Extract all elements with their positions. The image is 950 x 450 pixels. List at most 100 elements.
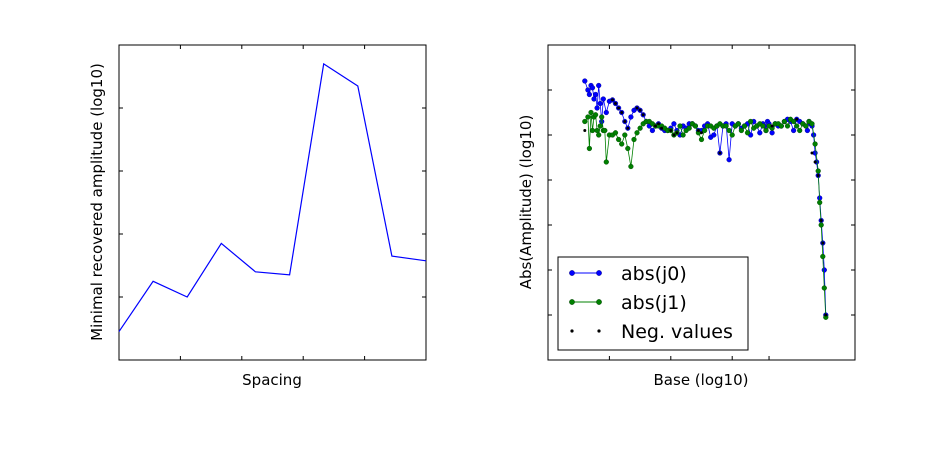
data-point-abs-j0 bbox=[586, 91, 593, 98]
data-point-abs-j1 bbox=[735, 121, 741, 127]
data-point-neg-values bbox=[660, 126, 664, 130]
data-point-abs-j0 bbox=[585, 87, 591, 93]
legend-marker-j0 bbox=[596, 270, 602, 276]
data-point-neg-values bbox=[696, 129, 700, 132]
data-point-abs-j0 bbox=[592, 91, 599, 98]
chart-left-xlabel: Spacing bbox=[242, 371, 302, 389]
chart-right-frame bbox=[547, 44, 856, 361]
data-point-neg-values bbox=[824, 313, 828, 317]
data-point-abs-j1 bbox=[622, 132, 628, 138]
legend-marker-neg bbox=[597, 329, 601, 333]
data-point-abs-j1 bbox=[784, 123, 791, 129]
data-point-abs-j1 bbox=[615, 136, 622, 143]
data-point-abs-j1 bbox=[592, 112, 599, 118]
chart-right-series bbox=[582, 78, 829, 320]
data-point-neg-values bbox=[816, 174, 820, 177]
data-point-abs-j1 bbox=[803, 123, 809, 129]
legend-entry-j1: abs(j1) bbox=[569, 292, 687, 314]
data-point-neg-values bbox=[718, 151, 722, 155]
data-point-neg-values bbox=[614, 102, 617, 105]
data-point-abs-j0 bbox=[582, 78, 588, 84]
data-point-neg-values bbox=[654, 124, 657, 128]
data-point-abs-j1 bbox=[602, 127, 608, 134]
data-point-abs-j1 bbox=[741, 123, 748, 129]
data-point-neg-values bbox=[770, 124, 774, 128]
data-point-abs-j1 bbox=[594, 127, 600, 134]
data-point-abs-j0 bbox=[596, 82, 602, 89]
chart-left-series bbox=[118, 62, 427, 332]
data-point-abs-j1 bbox=[680, 132, 686, 138]
data-point-neg-values bbox=[810, 151, 814, 155]
data-point-abs-j1 bbox=[692, 123, 699, 129]
chart-right-ylabel: Abs(Amplitude) (log10) bbox=[517, 115, 535, 290]
data-point-abs-j0 bbox=[804, 127, 811, 134]
data-point-abs-j1 bbox=[586, 145, 593, 152]
data-point-abs-j1 bbox=[599, 114, 605, 120]
data-point-abs-j1 bbox=[585, 114, 591, 120]
data-point-abs-j0 bbox=[600, 96, 606, 102]
data-point-abs-j1 bbox=[597, 123, 603, 129]
data-point-abs-j1 bbox=[747, 118, 754, 125]
legend-entry-neg: Neg. values bbox=[570, 321, 733, 343]
legend: abs(j0) abs(j1) Neg. values bbox=[557, 256, 749, 351]
data-point-neg-values bbox=[635, 106, 639, 110]
chart-right: Base (log10) Abs(Amplitude) (log10) abs(… bbox=[517, 44, 856, 389]
data-point-abs-j1 bbox=[631, 136, 637, 143]
data-point-abs-j1 bbox=[723, 123, 729, 129]
data-point-abs-j1 bbox=[582, 118, 588, 125]
data-point-abs-j1 bbox=[634, 130, 640, 136]
data-point-abs-j1 bbox=[698, 136, 705, 143]
data-point-abs-j0 bbox=[594, 105, 600, 111]
data-point-abs-j1 bbox=[818, 222, 824, 228]
data-point-abs-j0 bbox=[589, 85, 596, 91]
data-point-abs-j1 bbox=[797, 127, 803, 134]
data-point-abs-j1 bbox=[821, 285, 827, 291]
data-point-abs-j0 bbox=[790, 127, 797, 134]
data-point-abs-j1 bbox=[729, 132, 735, 138]
legend-label-j1: abs(j1) bbox=[621, 292, 687, 314]
data-point-neg-values bbox=[641, 113, 645, 117]
legend-label-neg: Neg. values bbox=[621, 321, 733, 343]
chart-right-ticks bbox=[548, 45, 855, 360]
data-point-abs-j0 bbox=[726, 157, 732, 163]
data-point-abs-j1 bbox=[619, 141, 625, 147]
data-point-abs-j1 bbox=[760, 123, 766, 129]
data-point-abs-j1 bbox=[612, 130, 619, 136]
data-point-abs-j0 bbox=[603, 109, 609, 116]
data-point-neg-values bbox=[813, 160, 817, 164]
data-point-abs-j1 bbox=[596, 132, 602, 138]
data-point-neg-values bbox=[638, 108, 642, 112]
chart-left: Spacing Minimal recovered amplitude (log… bbox=[88, 44, 427, 389]
chart-left-ylabel: Minimal recovered amplitude (log10) bbox=[88, 63, 106, 341]
data-point-abs-j1 bbox=[637, 125, 643, 131]
data-point-abs-j1 bbox=[817, 199, 823, 206]
data-point-neg-values bbox=[611, 98, 614, 102]
data-point-abs-j0 bbox=[757, 130, 763, 136]
legend-entry-j0: abs(j0) bbox=[569, 263, 687, 285]
data-point-abs-j1 bbox=[628, 163, 634, 170]
data-point-abs-j1 bbox=[603, 159, 609, 165]
data-point-abs-j0 bbox=[628, 114, 634, 120]
data-point-abs-j1 bbox=[781, 118, 788, 125]
data-point-abs-j1 bbox=[726, 127, 732, 134]
data-point-abs-j0 bbox=[711, 132, 717, 138]
data-point-abs-j1 bbox=[677, 123, 683, 129]
data-point-neg-values bbox=[626, 126, 630, 130]
data-point-abs-j0 bbox=[671, 121, 677, 127]
data-point-abs-j1 bbox=[809, 121, 815, 127]
data-point-neg-values bbox=[795, 117, 799, 121]
data-point-neg-values bbox=[672, 133, 676, 137]
data-point-abs-j1 bbox=[588, 109, 594, 116]
data-point-abs-j1 bbox=[778, 123, 784, 129]
chart-right-xlabel: Base (log10) bbox=[654, 371, 749, 389]
data-point-neg-values bbox=[821, 241, 825, 245]
legend-marker-neg bbox=[570, 329, 574, 333]
data-point-neg-values bbox=[669, 129, 673, 132]
data-point-abs-j1 bbox=[820, 253, 826, 260]
legend-marker-j1 bbox=[569, 299, 575, 305]
data-point-abs-j0 bbox=[649, 127, 656, 134]
data-point-neg-values bbox=[819, 219, 823, 222]
data-point-neg-values bbox=[700, 131, 703, 135]
data-point-neg-values bbox=[583, 129, 587, 132]
